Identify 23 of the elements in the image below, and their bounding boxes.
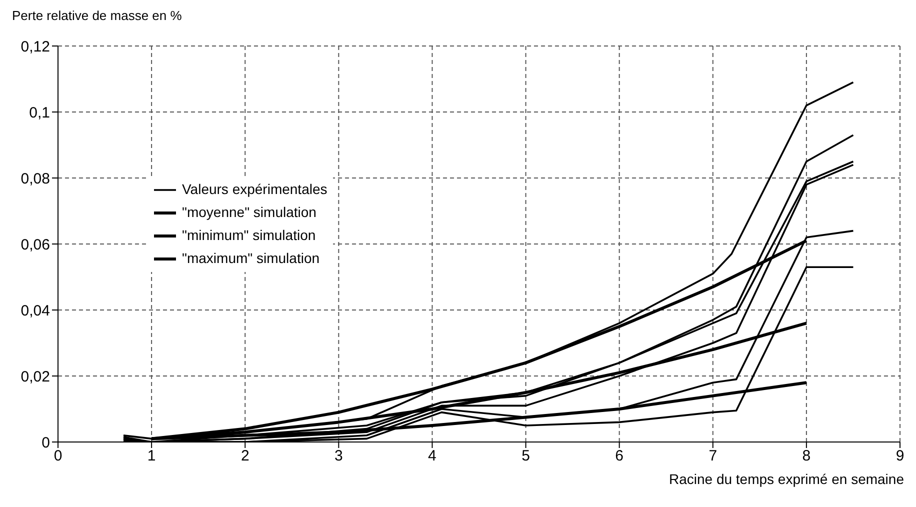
x-tick-label: 7 [708, 448, 718, 465]
y-axis-title: Perte relative de masse en % [12, 8, 182, 23]
legend-label: Valeurs expérimentales [182, 180, 328, 199]
legend-label: "maximum" simulation [182, 249, 320, 268]
legend-label: "minimum" simulation [182, 226, 316, 245]
y-tick-label: 0,06 [20, 236, 50, 254]
x-tick-label: 9 [896, 448, 904, 465]
y-tick-label: 0,12 [20, 38, 50, 56]
x-tick-label: 6 [615, 448, 624, 465]
x-axis-title: Racine du temps exprimé en semaine [668, 471, 904, 487]
x-tick-label: 5 [522, 448, 530, 465]
y-tick-label: 0,04 [20, 302, 50, 320]
x-tick-label: 3 [334, 448, 343, 465]
x-tick-label: 4 [428, 448, 436, 465]
y-tick-label: 0 [42, 434, 50, 452]
legend-label: "moyenne" simulation [182, 203, 316, 222]
x-tick-label: 1 [147, 448, 156, 465]
y-tick-label: 0,02 [20, 368, 50, 386]
y-tick-label: 0,08 [20, 170, 50, 188]
x-tick-label: 0 [54, 448, 62, 465]
y-tick-label: 0,1 [29, 104, 50, 122]
x-tick-label: 8 [802, 448, 811, 465]
x-tick-label: 2 [240, 448, 250, 465]
